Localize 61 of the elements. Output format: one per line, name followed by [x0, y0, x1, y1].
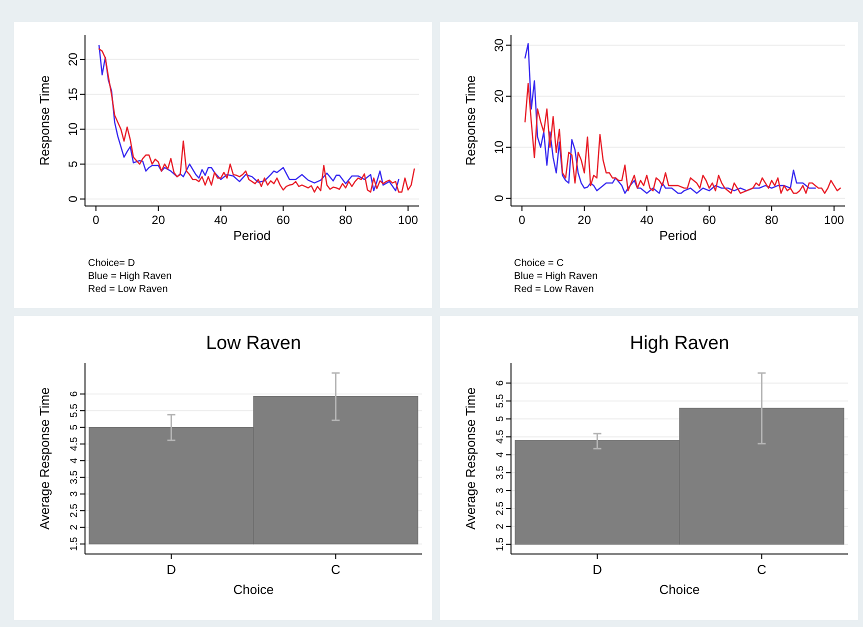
text: Red = Low Raven	[514, 284, 594, 295]
x-tick-label: D	[166, 562, 176, 577]
y-tick-label: 3.5	[69, 470, 80, 484]
y-axis-title: Response Time	[37, 75, 52, 166]
x-tick-label: 80	[764, 213, 779, 227]
y-tick-label: 4	[69, 457, 80, 464]
y-tick-label: 5	[66, 160, 80, 168]
y-tick-label: 5	[495, 416, 506, 422]
y-tick-label: 2	[495, 523, 506, 530]
y-tick-label: 5	[69, 424, 80, 430]
chart-title: Low Raven	[206, 333, 302, 354]
y-tick-label: 6	[495, 380, 506, 386]
x-tick-label: 80	[338, 213, 353, 227]
text: Red = Low Raven	[88, 284, 168, 295]
x-tick-label: 60	[702, 213, 716, 227]
text: Choice= D	[88, 258, 135, 269]
y-tick-label: 2	[69, 524, 80, 530]
y-tick-label: 2.5	[495, 501, 506, 516]
y-tick-label: 10	[492, 140, 506, 154]
x-tick-label: 20	[152, 213, 166, 227]
x-tick-label: 0	[92, 213, 100, 227]
text: Blue = High Raven	[514, 271, 598, 282]
y-axis-title: Average Response Time	[463, 387, 478, 530]
y-tick-label: 4.5	[69, 436, 80, 451]
x-tick-label: 60	[276, 213, 290, 227]
x-tick-label: 20	[578, 213, 592, 227]
y-tick-label: 20	[492, 89, 506, 103]
y-tick-label: 10	[66, 122, 80, 136]
x-tick-label: D	[592, 562, 602, 577]
x-tick-label: 40	[640, 213, 654, 227]
y-axis-title: Response Time	[463, 75, 478, 166]
text: Blue = High Raven	[88, 271, 172, 282]
y-tick-label: 5.5	[495, 394, 506, 408]
y-tick-label: 2.5	[69, 503, 80, 518]
y-tick-label: 30	[492, 38, 506, 52]
x-tick-label: C	[331, 562, 340, 577]
x-axis-title: Choice	[659, 582, 700, 597]
y-tick-label: 0	[492, 194, 506, 202]
x-axis-title: Period	[233, 228, 271, 243]
y-tick-label: 4.5	[495, 429, 506, 444]
y-tick-label: 5.5	[69, 403, 80, 418]
y-tick-label: 15	[66, 87, 80, 102]
y-tick-label: 1.5	[495, 536, 506, 552]
y-tick-label: 1.5	[69, 536, 80, 551]
y-tick-label: 4	[495, 452, 506, 458]
chart-title: High Raven	[630, 333, 730, 354]
x-tick-label: C	[757, 562, 766, 577]
text: Choice = C	[514, 258, 564, 269]
x-tick-label: 100	[398, 213, 418, 227]
y-tick-label: 3	[69, 490, 80, 497]
x-axis-title: Period	[659, 228, 697, 243]
x-tick-label: 0	[518, 213, 526, 227]
x-tick-label: 40	[214, 213, 228, 227]
y-tick-label: 3	[495, 487, 506, 494]
y-tick-label: 0	[66, 195, 80, 202]
x-tick-label: 100	[824, 213, 844, 227]
y-tick-label: 3.5	[495, 465, 506, 480]
y-tick-label: 20	[66, 52, 80, 66]
x-axis-title: Choice	[233, 582, 274, 597]
y-axis-title: Average Response Time	[37, 387, 52, 530]
y-tick-label: 6	[69, 390, 80, 397]
